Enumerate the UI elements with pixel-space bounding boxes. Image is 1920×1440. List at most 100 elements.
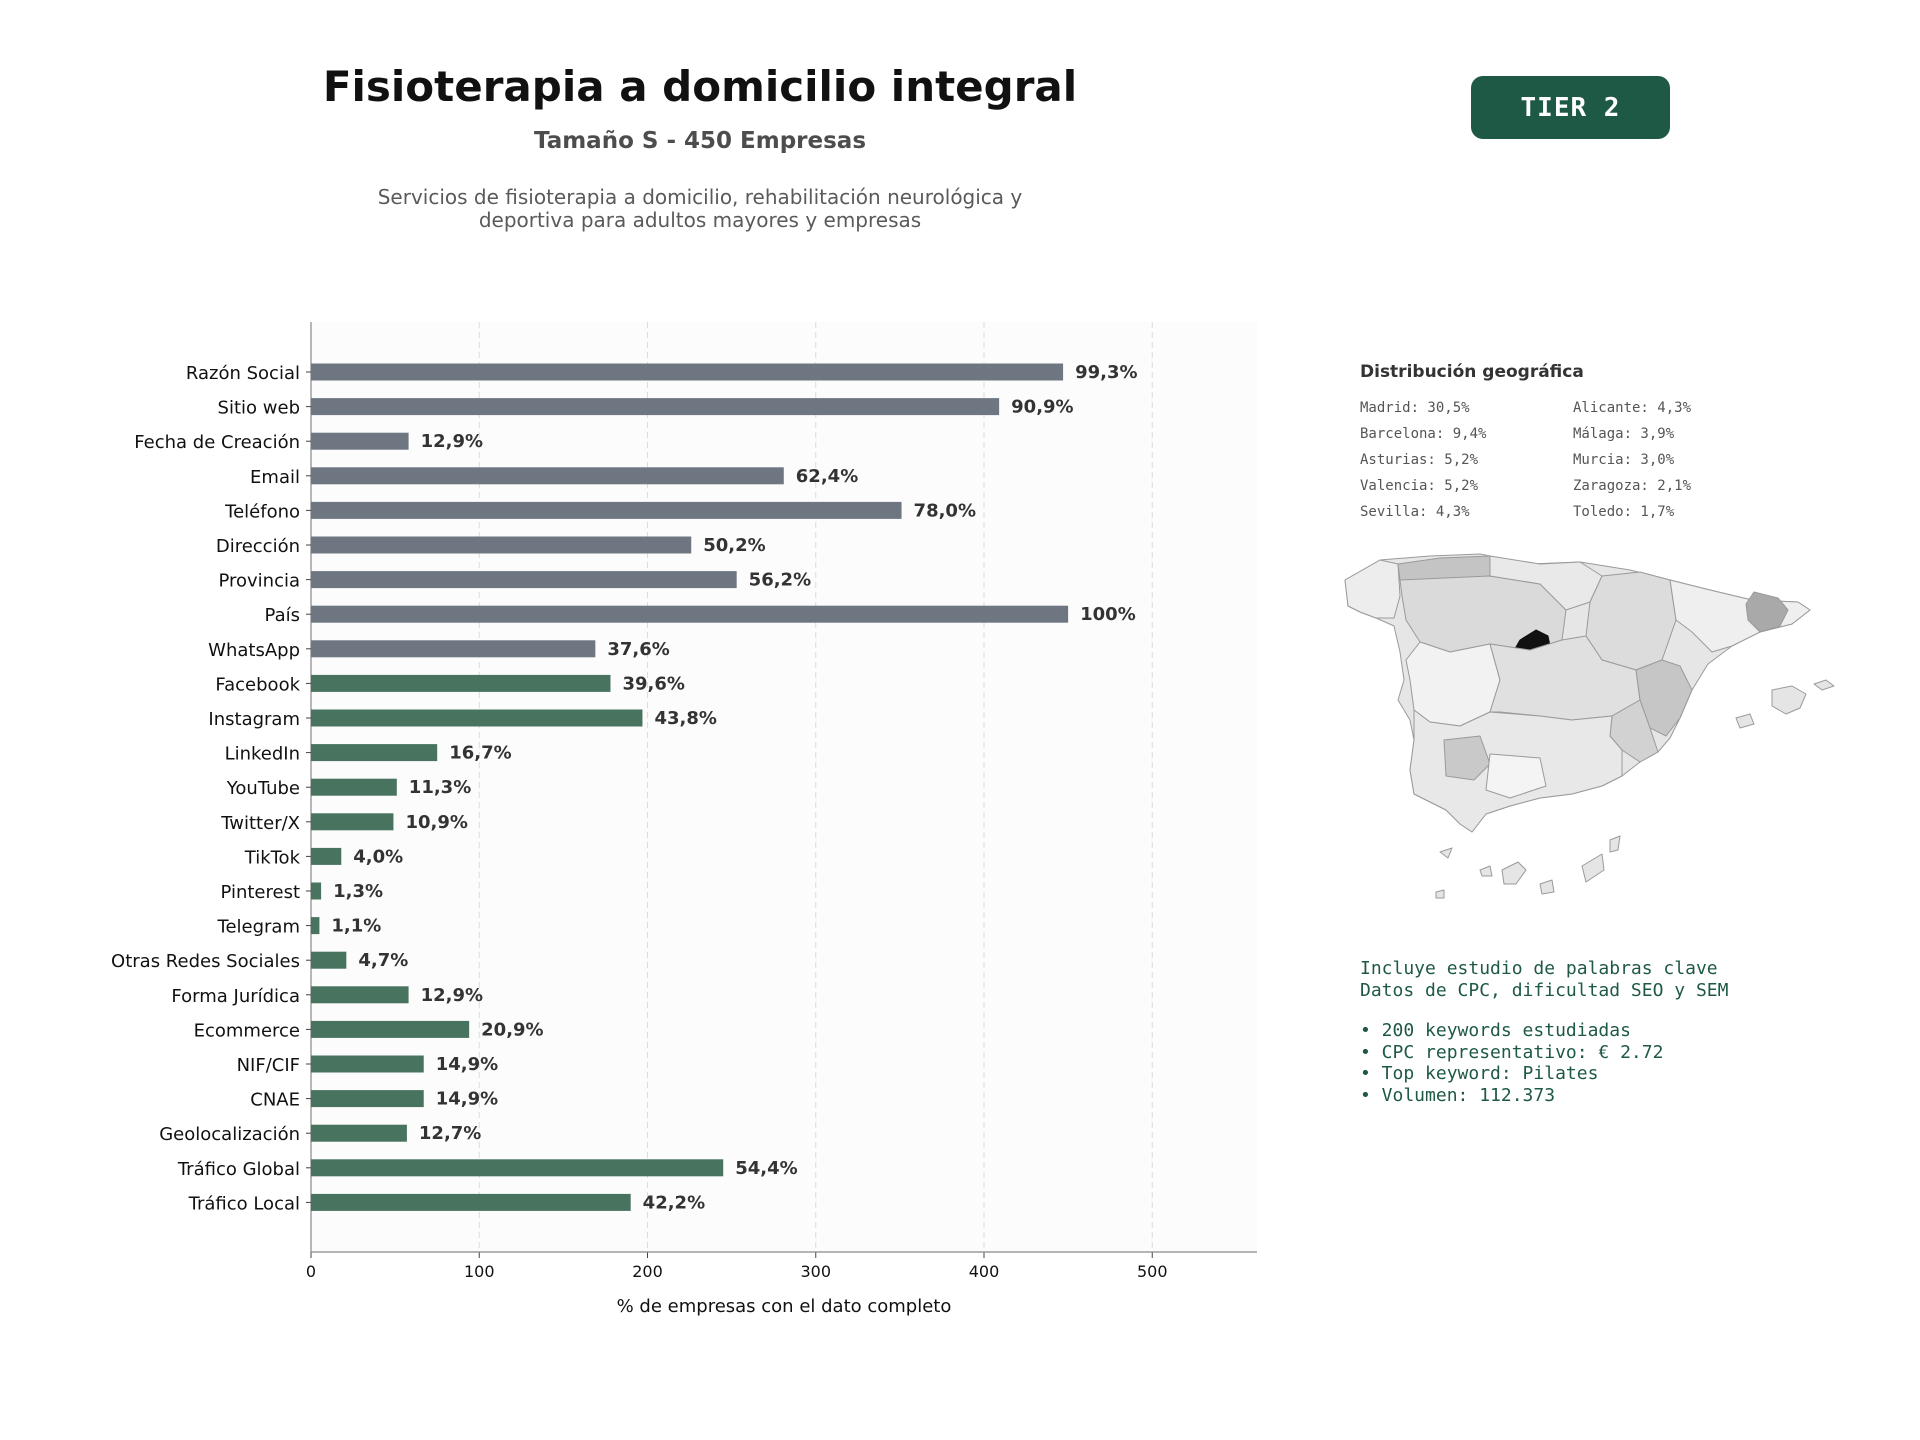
- value-label: 1,1%: [331, 916, 381, 937]
- value-label: 16,7%: [449, 743, 511, 764]
- map-region: [1443, 735, 1491, 781]
- description-line: Servicios de fisioterapia a domicilio, r…: [377, 185, 1023, 209]
- value-label: 4,0%: [353, 846, 403, 867]
- category-label: Teléfono: [224, 501, 300, 522]
- map-region: [1735, 713, 1755, 729]
- geo-item: Asturias: 5,2%: [1360, 452, 1479, 468]
- bar: [311, 778, 397, 796]
- value-label: 11,3%: [409, 777, 471, 798]
- x-tick-label: 200: [632, 1262, 663, 1281]
- bar: [311, 1159, 724, 1177]
- bar: [311, 1124, 407, 1142]
- bar: [311, 951, 347, 969]
- keywords-bullet: • 200 keywords estudiadas: [1360, 1020, 1631, 1041]
- map-region: [1539, 879, 1555, 895]
- value-label: 1,3%: [333, 881, 383, 902]
- category-label: Fecha de Creación: [134, 432, 300, 453]
- bar: [311, 1090, 424, 1108]
- x-tick-label: 500: [1137, 1262, 1168, 1281]
- value-label: 99,3%: [1075, 362, 1137, 383]
- geo-item: Málaga: 3,9%: [1573, 426, 1675, 442]
- map-region: [1771, 685, 1807, 715]
- map-region: [1344, 559, 1401, 619]
- bar: [311, 432, 409, 450]
- value-label: 4,7%: [358, 950, 408, 971]
- keywords-bullet: • CPC representativo: € 2.72: [1360, 1041, 1664, 1063]
- value-label: 78,0%: [914, 500, 976, 521]
- bar: [311, 744, 438, 762]
- value-label: 62,4%: [796, 466, 858, 487]
- bar: [311, 536, 692, 554]
- category-label: Twitter/X: [220, 813, 300, 834]
- value-label: 39,6%: [622, 673, 684, 694]
- keywords-line: Datos de CPC, dificultad SEO y SEM: [1360, 979, 1729, 1001]
- value-label: 37,6%: [607, 639, 669, 660]
- category-label: Pinterest: [220, 882, 300, 903]
- bar: [311, 709, 643, 727]
- bar: [311, 674, 611, 692]
- description-line: deportiva para adultos mayores y empresa…: [478, 208, 922, 232]
- value-label: 50,2%: [703, 535, 765, 556]
- x-axis-label: % de empresas con el dato completo: [617, 1296, 952, 1317]
- category-label: TikTok: [244, 847, 301, 868]
- bar: [311, 1193, 631, 1211]
- value-label: 10,9%: [405, 812, 467, 833]
- bar: [311, 398, 1000, 416]
- geo-item: Madrid: 30,5%: [1360, 400, 1470, 416]
- spain-map: [1344, 553, 1835, 899]
- bar: [311, 640, 596, 658]
- category-label: CNAE: [250, 1090, 300, 1111]
- category-label: LinkedIn: [225, 744, 300, 765]
- x-tick-label: 0: [306, 1262, 316, 1281]
- bar: [311, 363, 1064, 381]
- value-label: 12,9%: [421, 985, 483, 1006]
- value-label: 12,7%: [419, 1123, 481, 1144]
- value-label: 43,8%: [654, 708, 716, 729]
- value-label: 56,2%: [749, 570, 811, 591]
- value-label: 12,9%: [421, 431, 483, 452]
- category-label: Tráfico Local: [188, 1193, 300, 1214]
- map-region: [1585, 571, 1677, 671]
- category-label: Telegram: [217, 917, 300, 938]
- keywords-bullet: • Top keyword: Pilates: [1360, 1063, 1599, 1084]
- bar: [311, 986, 409, 1004]
- x-tick-label: 100: [464, 1262, 495, 1281]
- geo-distribution-list: Madrid: 30,5% Alicante: 4,3% Barcelona: 9,…: [1360, 398, 1740, 523]
- map-region: [1435, 889, 1445, 899]
- map-region: [1813, 679, 1835, 691]
- value-label: 14,9%: [436, 1089, 498, 1110]
- bar: [311, 501, 902, 519]
- value-label: 54,4%: [735, 1158, 797, 1179]
- category-label: Razón Social: [186, 363, 300, 384]
- geo-item: Sevilla: 4,3%: [1360, 504, 1470, 520]
- x-tick-label: 300: [800, 1262, 831, 1281]
- keywords-line: Incluye estudio de palabras clave: [1360, 958, 1718, 979]
- value-label: 90,9%: [1011, 397, 1073, 418]
- value-label: 42,2%: [643, 1192, 705, 1213]
- page-title: Fisioterapia a domicilio integral: [322, 62, 1078, 111]
- geo-item: Alicante: 4,3%: [1573, 400, 1692, 416]
- bar: [311, 1055, 424, 1073]
- category-label: Geolocalización: [159, 1124, 300, 1145]
- geo-item: Zaragoza: 2,1%: [1573, 478, 1692, 494]
- category-label: Email: [250, 467, 300, 488]
- category-label: País: [265, 605, 300, 626]
- map-region: [1439, 847, 1453, 859]
- bar: [311, 813, 394, 831]
- geo-item: Barcelona: 9,4%: [1360, 426, 1487, 442]
- category-label: Otras Redes Sociales: [111, 951, 300, 972]
- category-label: Sitio web: [218, 398, 300, 419]
- value-label: 20,9%: [481, 1019, 543, 1040]
- category-label: Facebook: [215, 674, 300, 695]
- map-region: [1479, 865, 1493, 877]
- value-label: 100%: [1080, 604, 1136, 625]
- map-region: [1485, 753, 1547, 799]
- tier-badge: TIER 2: [1471, 76, 1670, 139]
- page-subtitle: Tamaño S - 450 Empresas: [533, 128, 867, 154]
- category-label: Ecommerce: [194, 1020, 300, 1041]
- bar: [311, 467, 784, 485]
- category-label: Dirección: [216, 536, 300, 557]
- map-region: [1669, 579, 1811, 653]
- category-label: Instagram: [208, 709, 300, 730]
- bar: [311, 571, 737, 589]
